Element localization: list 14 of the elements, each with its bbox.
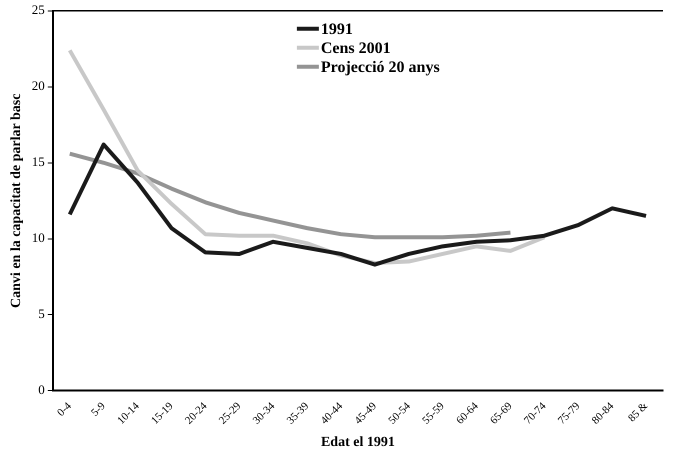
y-tick-label: 20 (32, 78, 45, 94)
legend-label: 1991 (320, 20, 353, 38)
x-tick-label: 0-4 (55, 400, 74, 419)
legend-label: Projecció 20 anys (320, 58, 440, 76)
y-tick-label: 5 (38, 306, 45, 322)
y-tick-label: 25 (32, 2, 45, 18)
x-axis-title: Edat el 1991 (320, 435, 395, 450)
x-tick-label: 5-9 (88, 400, 108, 419)
y-tick-label: 15 (32, 154, 45, 170)
y-axis-title: Canvi en la capacitat de parlar basc (9, 94, 24, 308)
y-tick-label: 10 (32, 230, 45, 246)
legend-label: Cens 2001 (320, 40, 391, 57)
y-tick-label: 0 (38, 382, 45, 398)
x-tick-label: 85 & (626, 400, 651, 424)
